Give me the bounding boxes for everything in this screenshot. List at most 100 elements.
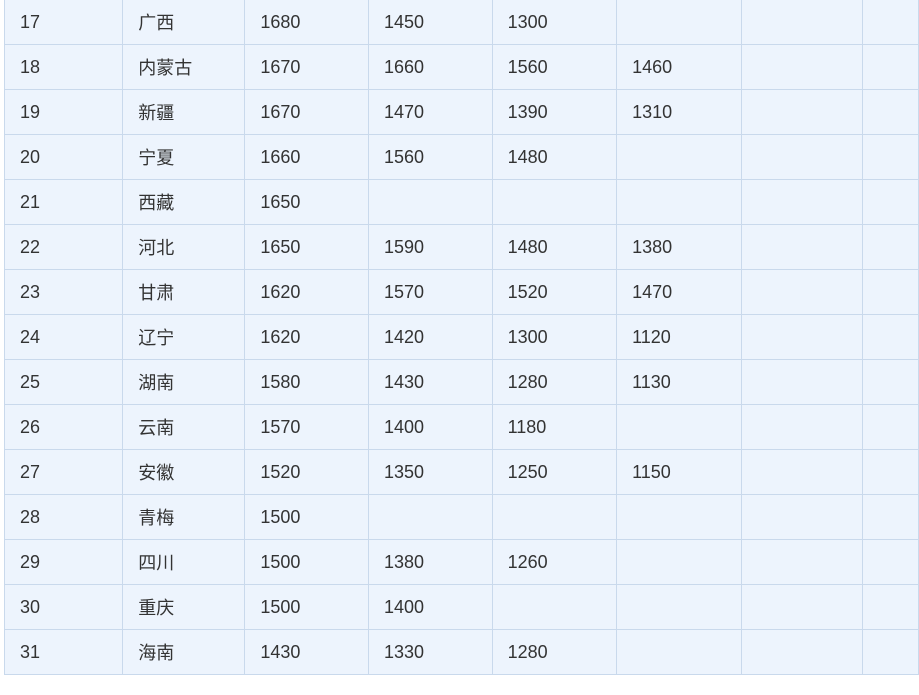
- overflow-cell: [861, 629, 919, 675]
- table-row: 17 广西 1680 1450 1300: [3, 0, 919, 45]
- tier1-cell: 1580: [244, 359, 369, 405]
- extra-cell: [740, 404, 863, 450]
- rank-cell: 28: [3, 494, 124, 540]
- tier2-cell: 1660: [367, 44, 493, 90]
- tier4-cell: [616, 584, 742, 630]
- region-cell: 海南: [122, 629, 246, 675]
- tier2-cell: 1450: [367, 0, 493, 45]
- region-cell: 安徽: [122, 449, 246, 495]
- extra-cell: [740, 224, 863, 270]
- tier3-cell: 1300: [491, 0, 618, 45]
- tier4-cell: 1460: [616, 44, 742, 90]
- tier2-cell: 1430: [367, 359, 493, 405]
- rank-cell: 22: [3, 224, 124, 270]
- overflow-cell: [861, 224, 919, 270]
- region-cell: 四川: [122, 539, 246, 585]
- extra-cell: [740, 359, 863, 405]
- tier3-cell: 1180: [491, 404, 618, 450]
- tier1-cell: 1500: [244, 584, 369, 630]
- tier3-cell: 1560: [491, 44, 618, 90]
- overflow-cell: [861, 269, 919, 315]
- tier3-cell: 1280: [491, 629, 618, 675]
- extra-cell: [740, 89, 863, 135]
- table-row: 29 四川 1500 1380 1260: [3, 539, 919, 585]
- rank-cell: 26: [3, 404, 124, 450]
- tier3-cell: 1390: [491, 89, 618, 135]
- extra-cell: [740, 0, 863, 45]
- table-row: 30 重庆 1500 1400: [3, 584, 919, 630]
- region-cell: 湖南: [122, 359, 246, 405]
- tier4-cell: 1150: [616, 449, 742, 495]
- overflow-cell: [861, 584, 919, 630]
- tier2-cell: [367, 179, 493, 225]
- tier1-cell: 1660: [244, 134, 369, 180]
- rank-cell: 25: [3, 359, 124, 405]
- overflow-cell: [861, 314, 919, 360]
- tier4-cell: [616, 179, 742, 225]
- overflow-cell: [861, 179, 919, 225]
- rank-cell: 29: [3, 539, 124, 585]
- table-row: 21 西藏 1650: [3, 179, 919, 225]
- tier1-cell: 1670: [244, 89, 369, 135]
- region-cell: 广西: [122, 0, 246, 45]
- tier1-cell: 1430: [244, 629, 369, 675]
- rank-cell: 30: [3, 584, 124, 630]
- tier1-cell: 1570: [244, 404, 369, 450]
- tier1-cell: 1620: [244, 314, 369, 360]
- extra-cell: [740, 314, 863, 360]
- rank-cell: 21: [3, 179, 124, 225]
- region-cell: 重庆: [122, 584, 246, 630]
- rank-cell: 18: [3, 44, 124, 90]
- extra-cell: [740, 584, 863, 630]
- tier4-cell: 1470: [616, 269, 742, 315]
- region-cell: 辽宁: [122, 314, 246, 360]
- tier2-cell: [367, 494, 493, 540]
- tier2-cell: 1400: [367, 584, 493, 630]
- extra-cell: [740, 179, 863, 225]
- overflow-cell: [861, 44, 919, 90]
- tier1-cell: 1670: [244, 44, 369, 90]
- extra-cell: [740, 134, 863, 180]
- tier3-cell: 1480: [491, 134, 618, 180]
- overflow-cell: [861, 359, 919, 405]
- table-row: 28 青梅 1500: [3, 494, 919, 540]
- wage-table-container: 17 广西 1680 1450 1300 18 内蒙古 1670 1660 1560 1460 19 新…: [3, 0, 919, 675]
- region-cell: 甘肃: [122, 269, 246, 315]
- overflow-cell: [861, 539, 919, 585]
- overflow-cell: [861, 134, 919, 180]
- tier2-cell: 1420: [367, 314, 493, 360]
- rank-cell: 31: [3, 629, 124, 675]
- tier2-cell: 1590: [367, 224, 493, 270]
- region-cell: 宁夏: [122, 134, 246, 180]
- tier4-cell: [616, 134, 742, 180]
- tier3-cell: [491, 179, 618, 225]
- region-cell: 河北: [122, 224, 246, 270]
- tier3-cell: [491, 584, 618, 630]
- region-cell: 内蒙古: [122, 44, 246, 90]
- tier4-cell: 1120: [616, 314, 742, 360]
- rank-cell: 24: [3, 314, 124, 360]
- table-row: 31 海南 1430 1330 1280: [3, 629, 919, 675]
- extra-cell: [740, 449, 863, 495]
- tier4-cell: [616, 404, 742, 450]
- overflow-cell: [861, 494, 919, 540]
- tier3-cell: 1520: [491, 269, 618, 315]
- rank-cell: 19: [3, 89, 124, 135]
- extra-cell: [740, 269, 863, 315]
- table-row: 23 甘肃 1620 1570 1520 1470: [3, 269, 919, 315]
- tier2-cell: 1560: [367, 134, 493, 180]
- tier4-cell: 1310: [616, 89, 742, 135]
- extra-cell: [740, 539, 863, 585]
- table-row: 19 新疆 1670 1470 1390 1310: [3, 89, 919, 135]
- overflow-cell: [861, 0, 919, 45]
- overflow-cell: [861, 89, 919, 135]
- tier2-cell: 1350: [367, 449, 493, 495]
- tier2-cell: 1470: [367, 89, 493, 135]
- rank-cell: 17: [3, 0, 124, 45]
- rank-cell: 23: [3, 269, 124, 315]
- table-row: 25 湖南 1580 1430 1280 1130: [3, 359, 919, 405]
- tier2-cell: 1570: [367, 269, 493, 315]
- tier3-cell: 1280: [491, 359, 618, 405]
- tier2-cell: 1380: [367, 539, 493, 585]
- extra-cell: [740, 629, 863, 675]
